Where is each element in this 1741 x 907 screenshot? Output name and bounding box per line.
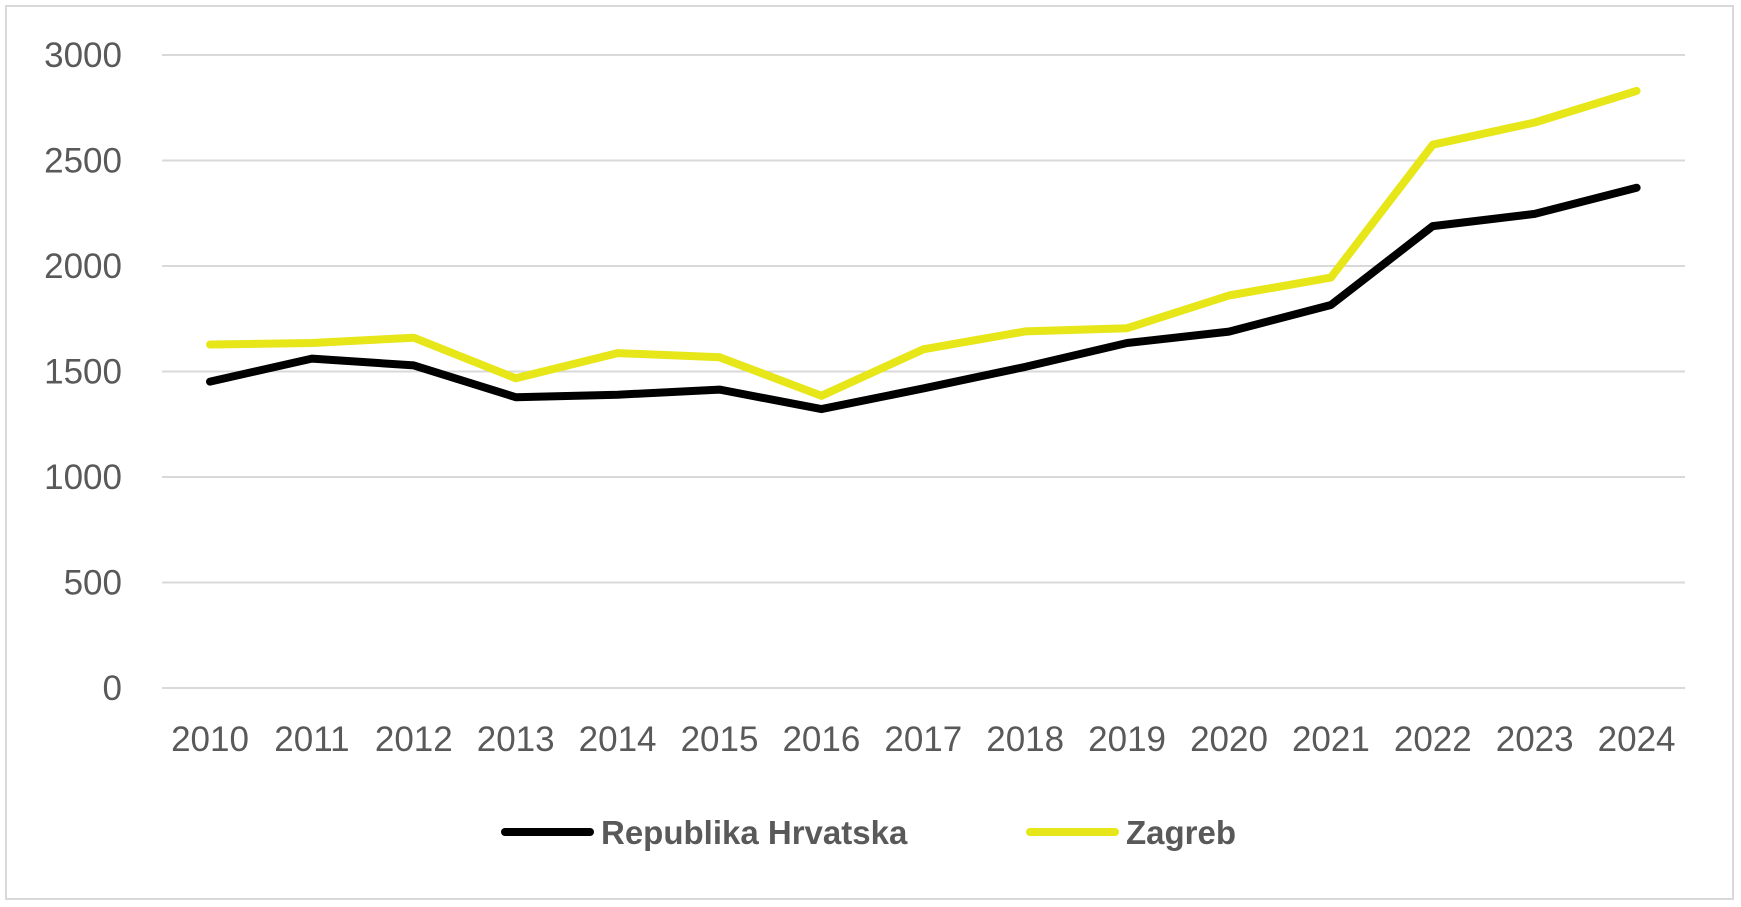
x-tick-label: 2011 (274, 720, 349, 759)
series-line (206, 183, 1641, 414)
y-tick-label: 0 (103, 669, 122, 708)
x-tick-label: 2016 (782, 720, 860, 759)
x-tick-label: 2018 (986, 720, 1064, 759)
x-tick-label: 2019 (1088, 720, 1166, 759)
x-tick-label: 2010 (171, 720, 249, 759)
y-tick-label: 2000 (44, 247, 122, 286)
series-lines (206, 86, 1641, 414)
x-tick-label: 2013 (477, 720, 555, 759)
x-tick-label: 2014 (579, 720, 657, 759)
x-tick-label: 2017 (884, 720, 962, 759)
y-tick-label: 500 (64, 564, 122, 603)
gridlines (162, 54, 1685, 689)
legend: Republika Hrvatska Zagreb (501, 814, 1236, 851)
x-tick-label: 2024 (1598, 720, 1676, 759)
legend-item: Republika Hrvatska (501, 814, 908, 851)
y-tick-label: 1500 (44, 353, 122, 392)
series-republika-hrvatska (206, 183, 1641, 414)
x-tick-label: 2015 (681, 720, 759, 759)
x-tick-label: 2022 (1394, 720, 1472, 759)
chart-frame (5, 5, 1734, 900)
x-tick-label: 2012 (375, 720, 453, 759)
legend-label: Zagreb (1126, 814, 1236, 851)
y-tick-label: 3000 (44, 36, 122, 75)
series-zagreb (206, 86, 1641, 400)
y-axis-ticks: 0 500 1000 1500 2000 2500 3000 (44, 36, 122, 708)
x-axis-ticks: 2010 2011 2012 2013 2014 2015 2016 2017 2018 2019… (171, 720, 1675, 759)
legend-label: Republika Hrvatska (601, 814, 908, 851)
x-tick-label: 2023 (1496, 720, 1574, 759)
x-tick-label: 2020 (1190, 720, 1268, 759)
legend-item: Zagreb (1026, 814, 1236, 851)
y-tick-label: 1000 (44, 458, 122, 497)
y-tick-label: 2500 (44, 142, 122, 181)
x-tick-label: 2021 (1292, 720, 1370, 759)
series-line (206, 86, 1641, 400)
